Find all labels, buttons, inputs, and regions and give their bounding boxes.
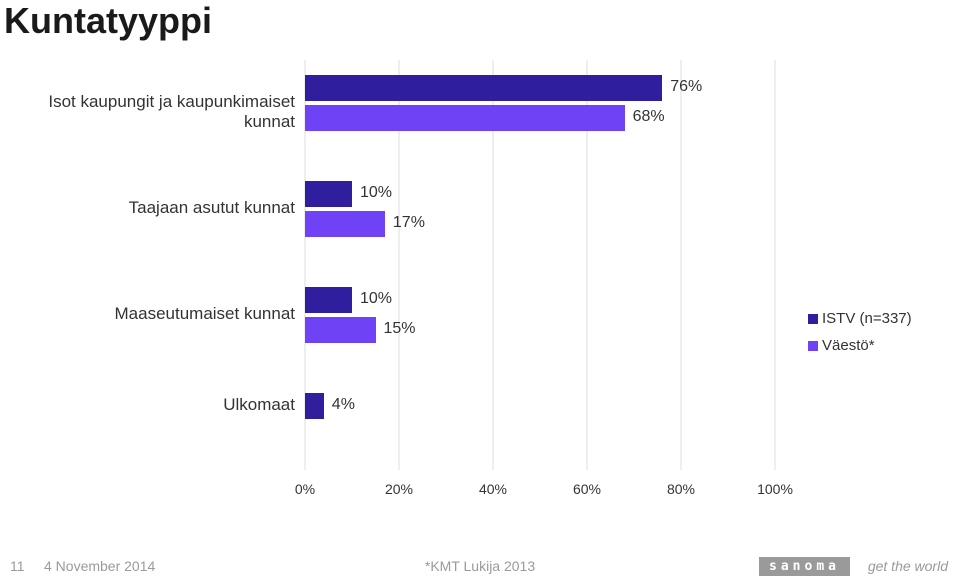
svg-text:40%: 40% xyxy=(479,481,507,497)
bar xyxy=(305,211,385,237)
bar xyxy=(305,75,662,101)
legend-item-0: ISTV (n=337) xyxy=(808,310,912,327)
category-label: Maaseutumaiset kunnat xyxy=(15,304,295,324)
svg-text:60%: 60% xyxy=(573,481,601,497)
footer-source: *KMT Lukija 2013 xyxy=(425,558,535,574)
bar xyxy=(305,287,352,313)
bar xyxy=(305,181,352,207)
footer-logo: sanoma xyxy=(759,557,850,576)
page-title: Kuntatyyppi xyxy=(4,0,212,42)
footer-tagline: get the world xyxy=(868,558,948,574)
bar xyxy=(305,393,324,419)
bar-value-label: 68% xyxy=(633,108,665,126)
category-label: Isot kaupungit ja kaupunkimaiset kunnat xyxy=(15,92,295,132)
bar-value-label: 15% xyxy=(384,320,416,338)
legend-item-1: Väestö* xyxy=(808,337,912,354)
bar xyxy=(305,317,376,343)
svg-text:20%: 20% xyxy=(385,481,413,497)
legend: ISTV (n=337) Väestö* xyxy=(808,310,912,364)
legend-label-0: ISTV (n=337) xyxy=(822,310,912,327)
footer: 11 4 November 2014 *KMT Lukija 2013 sano… xyxy=(0,548,960,584)
legend-swatch-1 xyxy=(808,341,818,351)
svg-text:100%: 100% xyxy=(757,481,793,497)
bar-value-label: 10% xyxy=(360,184,392,202)
category-label: Ulkomaat xyxy=(15,395,295,415)
legend-swatch-0 xyxy=(808,314,818,324)
bar xyxy=(305,105,625,131)
bar-value-label: 17% xyxy=(393,214,425,232)
bar-value-label: 10% xyxy=(360,290,392,308)
page-number: 11 xyxy=(10,558,25,574)
footer-date: 4 November 2014 xyxy=(44,558,155,574)
bar-value-label: 76% xyxy=(670,78,702,96)
svg-text:80%: 80% xyxy=(667,481,695,497)
page-root: Kuntatyyppi 0% 20% 40% 60% 80% 100% Isot kaup… xyxy=(0,0,960,584)
legend-label-1: Väestö* xyxy=(822,337,875,354)
category-label: Taajaan asutut kunnat xyxy=(15,198,295,218)
chart-area: 0% 20% 40% 60% 80% 100% Isot kaupungit ja kau… xyxy=(0,60,960,520)
bar-value-label: 4% xyxy=(332,396,355,414)
svg-text:0%: 0% xyxy=(295,481,315,497)
